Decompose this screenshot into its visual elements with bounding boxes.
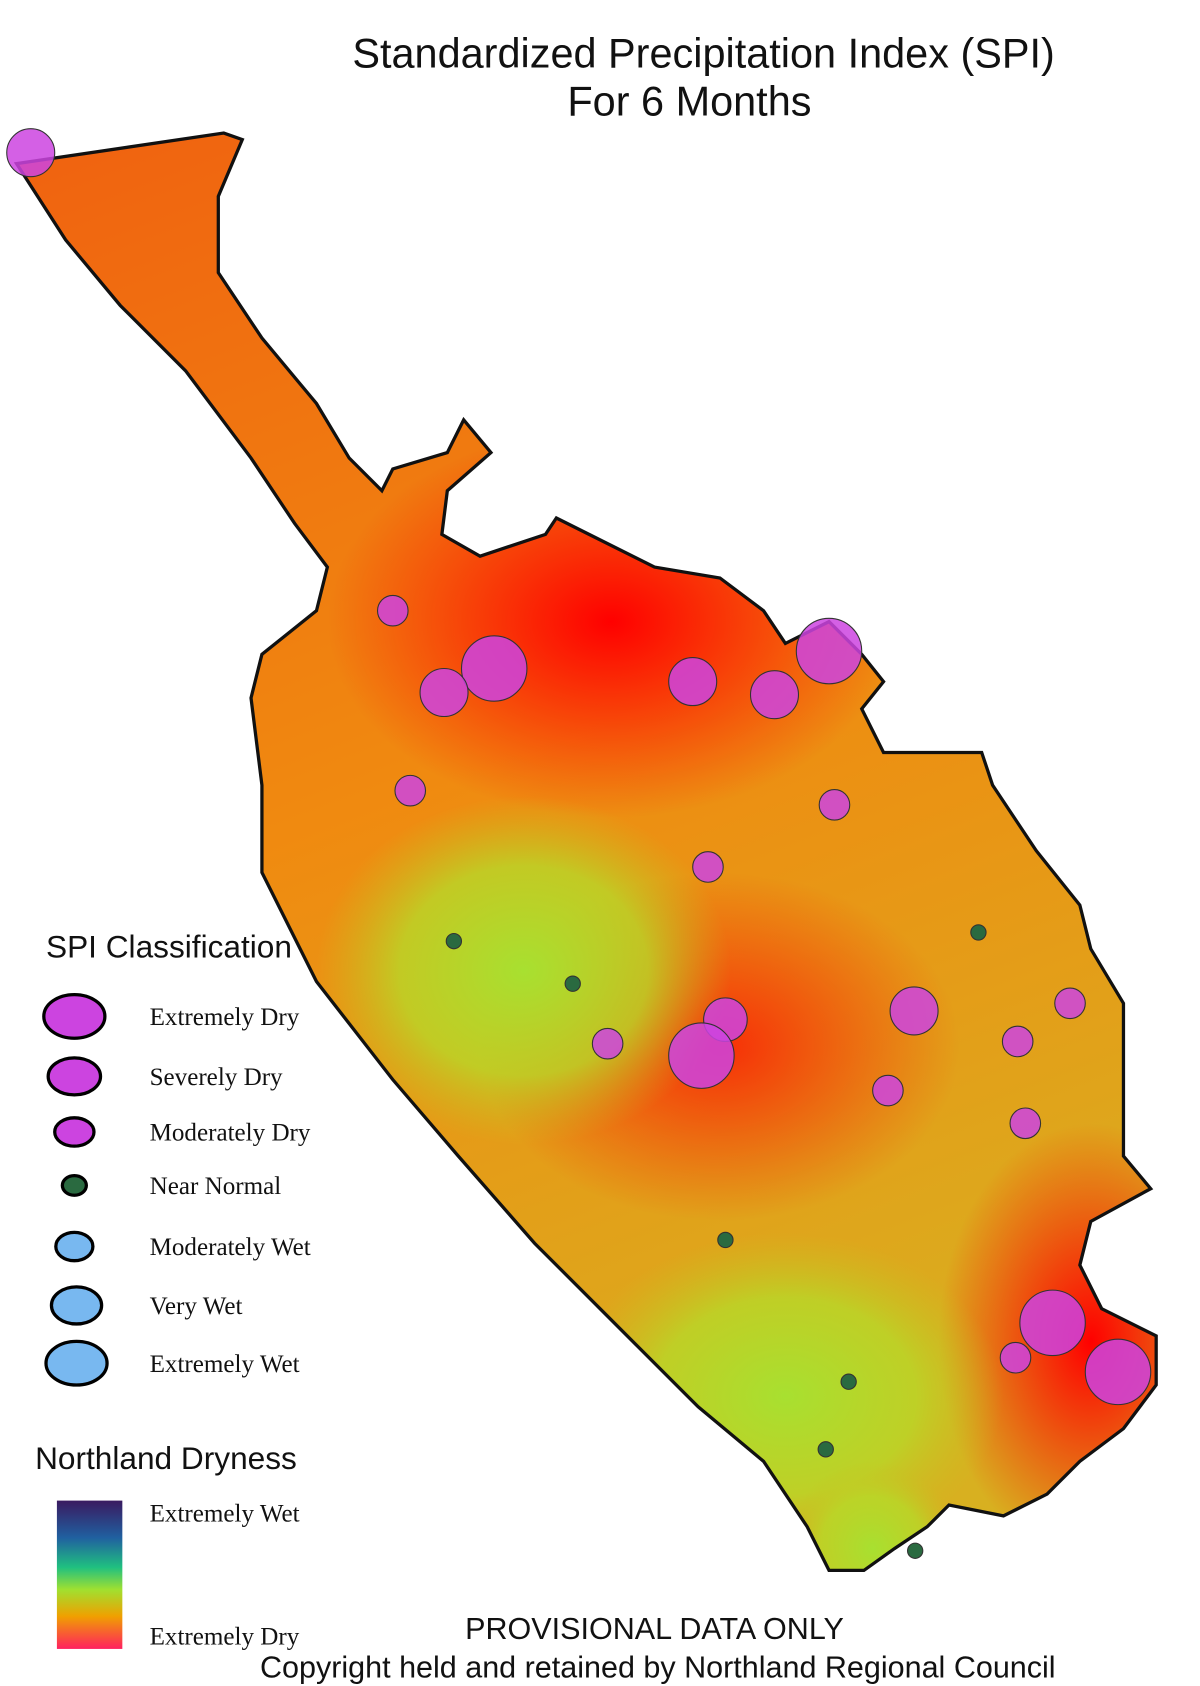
dryness-title: Northland Dryness <box>35 1440 297 1476</box>
station <box>668 657 718 707</box>
legend-label: Extremely Dry <box>150 1004 300 1031</box>
station <box>692 851 724 883</box>
legend-symbol <box>60 1173 88 1197</box>
subtitle: For 6 Months <box>567 78 811 125</box>
legend-symbol <box>44 1339 109 1387</box>
legend-label: Moderately Dry <box>150 1120 311 1147</box>
legend-symbol <box>46 1056 103 1097</box>
station <box>817 1441 834 1458</box>
dryness-top-label: Extremely Wet <box>150 1500 300 1527</box>
station <box>668 1022 735 1089</box>
legend-label: Extremely Wet <box>150 1351 300 1378</box>
station <box>376 594 409 627</box>
station <box>889 986 939 1036</box>
station <box>460 635 528 702</box>
station <box>749 670 800 720</box>
legend-label: Near Normal <box>150 1173 282 1200</box>
legend-label: Moderately Wet <box>150 1234 311 1261</box>
station <box>1009 1107 1042 1140</box>
legend-symbol <box>54 1230 95 1263</box>
copyright: Copyright held and retained by Northland… <box>260 1650 1056 1684</box>
legend-symbol <box>53 1116 96 1148</box>
notice: PROVISIONAL DATA ONLY <box>465 1612 844 1646</box>
station <box>419 667 469 718</box>
station <box>970 924 987 941</box>
stations <box>6 128 1152 1559</box>
station <box>818 789 851 821</box>
legend-symbol <box>49 1285 104 1326</box>
dryness-bottom-label: Extremely Dry <box>150 1624 300 1651</box>
station <box>872 1074 904 1107</box>
station <box>564 975 581 992</box>
dryness-scale <box>56 1500 123 1649</box>
station <box>906 1542 924 1559</box>
station <box>591 1027 624 1060</box>
station <box>999 1341 1032 1374</box>
station <box>795 617 863 685</box>
station <box>1054 987 1086 1020</box>
title: Standardized Precipitation Index (SPI) <box>352 30 1055 77</box>
legend-label: Severely Dry <box>150 1064 283 1091</box>
station <box>1019 1289 1086 1357</box>
station <box>445 932 463 950</box>
station <box>1001 1025 1034 1058</box>
station <box>6 128 56 178</box>
legend-label: Very Wet <box>150 1293 243 1320</box>
legend: Extremely Dry Severely Dry Moderately Dry N… <box>42 992 311 1387</box>
land-surface <box>16 133 1157 1571</box>
station <box>394 774 427 807</box>
legend-symbol <box>42 992 107 1040</box>
station <box>1084 1338 1152 1406</box>
station <box>717 1231 734 1249</box>
station <box>840 1373 857 1390</box>
legend-title: SPI Classification <box>46 929 292 965</box>
